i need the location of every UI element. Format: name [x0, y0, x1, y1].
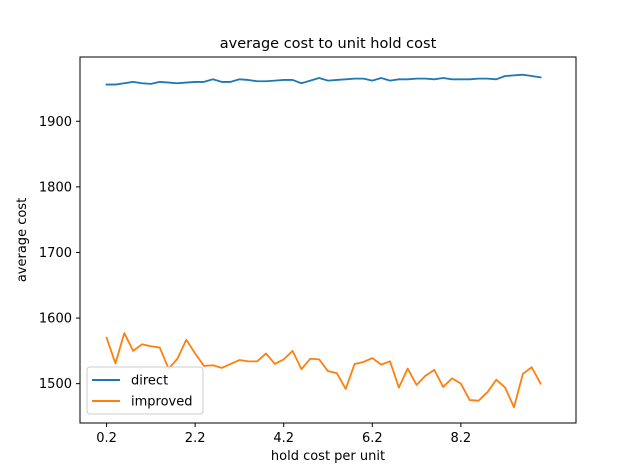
- legend-label-improved: improved: [131, 395, 192, 410]
- y-tick-label: 1700: [39, 246, 72, 261]
- y-tick-label: 1600: [39, 312, 72, 327]
- y-tick-label: 1500: [39, 377, 72, 392]
- y-tick-label: 1900: [39, 115, 72, 130]
- plot-lines: [105, 73, 542, 409]
- x-tick-label: 2.2: [185, 431, 206, 446]
- x-axis-label: hold cost per unit: [271, 449, 385, 464]
- y-axis-label: average cost: [15, 198, 30, 282]
- legend-box: [86, 366, 204, 415]
- y-tick-label: 1800: [39, 180, 72, 195]
- series-line-direct: [105, 73, 542, 86]
- chart-title: average cost to unit hold cost: [220, 36, 437, 52]
- x-axis: 0.2 2.2 4.2 6.2 8.2: [96, 423, 471, 446]
- legend: direct improved: [86, 366, 204, 415]
- x-tick-label: 6.2: [362, 431, 383, 446]
- series-line-improved: [105, 332, 542, 409]
- y-axis: 1500 1600 1700 1800 1900: [39, 115, 80, 392]
- plot-frame: [79, 56, 577, 424]
- x-tick-label: 4.2: [273, 431, 294, 446]
- x-tick-label: 0.2: [96, 431, 117, 446]
- legend-label-direct: direct: [131, 374, 168, 389]
- x-tick-label: 8.2: [451, 431, 472, 446]
